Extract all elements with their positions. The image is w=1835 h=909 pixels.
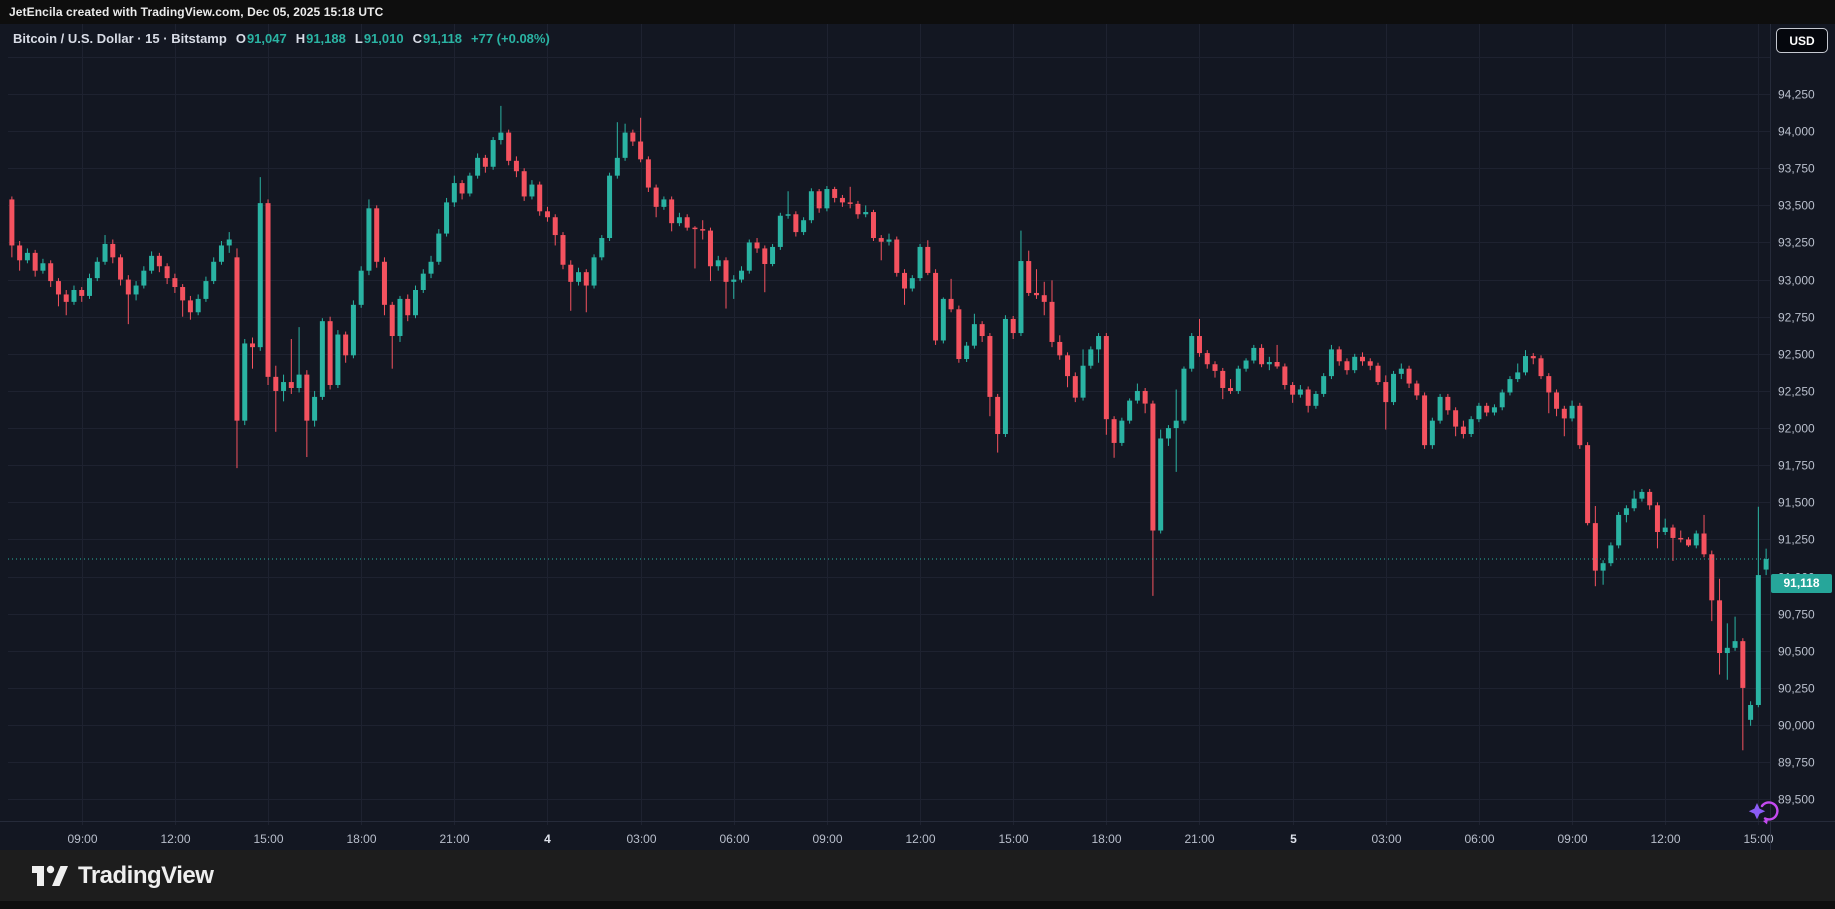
- open-value: 91,047: [246, 31, 287, 46]
- price-tick-label: 90,500: [1778, 645, 1815, 659]
- low-value: 91,010: [363, 31, 404, 46]
- price-tick-label: 89,500: [1778, 793, 1815, 807]
- time-tick-label: 12:00: [905, 832, 935, 846]
- price-tick-label: 94,000: [1778, 125, 1815, 139]
- price-tick-label: 93,250: [1778, 236, 1815, 250]
- price-tick-label: 93,000: [1778, 274, 1815, 288]
- currency-toggle-button[interactable]: USD: [1776, 28, 1828, 53]
- close-label: C: [412, 31, 422, 46]
- grid: [8, 24, 1770, 825]
- time-tick-label: 15:00: [253, 832, 283, 846]
- last-price-tag: 91,118: [1771, 573, 1832, 593]
- tradingview-logo-icon: [32, 865, 68, 886]
- time-tick-label: 03:00: [626, 832, 656, 846]
- price-tick-label: 91,250: [1778, 533, 1815, 547]
- time-tick-label: 12:00: [160, 832, 190, 846]
- price-tick-label: 93,500: [1778, 199, 1815, 213]
- low-label: L: [354, 31, 363, 46]
- time-tick-label: 21:00: [439, 832, 469, 846]
- close-value: 91,118: [422, 31, 463, 46]
- price-tick-label: 91,500: [1778, 496, 1815, 510]
- time-tick-label: 15:00: [1743, 832, 1773, 846]
- time-tick-label: 18:00: [1091, 832, 1121, 846]
- time-axis[interactable]: 09:00 12:00 15:00 18:00 21:00 4 03:00 06:00 09:0…: [67, 832, 1773, 846]
- attribution-bar: JetEncila created with TradingView.com, …: [0, 0, 1835, 24]
- price-tick-label: 91,750: [1778, 459, 1815, 473]
- change-value: +77 (+0.08%): [471, 31, 550, 46]
- attribution-text: JetEncila created with TradingView.com, …: [9, 5, 384, 19]
- price-tick-label: 90,000: [1778, 719, 1815, 733]
- footer-bottom-strip: [0, 901, 1835, 909]
- price-tick-label: 92,500: [1778, 348, 1815, 362]
- magic-cursor-icon: [1748, 801, 1779, 825]
- candlestick-chart[interactable]: 94,250 94,000 93,750 93,500 93,250 93,000 92,7…: [0, 24, 1835, 850]
- time-tick-label: 18:00: [346, 832, 376, 846]
- time-tick-label: 09:00: [67, 832, 97, 846]
- time-tick-label: 21:00: [1184, 832, 1214, 846]
- time-tick-label: 03:00: [1371, 832, 1401, 846]
- price-tick-label: 93,750: [1778, 162, 1815, 176]
- price-tick-label: 92,750: [1778, 311, 1815, 325]
- time-tick-label: 5: [1290, 832, 1297, 846]
- time-tick-label: 15:00: [998, 832, 1028, 846]
- price-tick-label: 90,250: [1778, 682, 1815, 696]
- open-label: O: [235, 31, 246, 46]
- time-tick-label: 4: [544, 832, 551, 846]
- tradingview-logo[interactable]: TradingView: [30, 861, 214, 891]
- price-axis[interactable]: 94,250 94,000 93,750 93,500 93,250 93,000 92,7…: [1778, 88, 1815, 807]
- price-tick-label: 94,250: [1778, 88, 1815, 102]
- high-value: 91,188: [306, 31, 346, 46]
- tradingview-wordmark: TradingView: [78, 861, 214, 889]
- price-tick-label: 92,000: [1778, 422, 1815, 436]
- ohlc-close: C 91,118: [413, 31, 462, 46]
- chart-background: [0, 24, 1835, 850]
- price-tick-label: 90,750: [1778, 608, 1815, 622]
- chart-region: 94,250 94,000 93,750 93,500 93,250 93,000 92,7…: [0, 24, 1835, 850]
- high-label: H: [295, 31, 306, 46]
- time-tick-label: 09:00: [1557, 832, 1587, 846]
- footer: TradingView: [0, 850, 1835, 909]
- ohlc-high: H 91,188: [296, 31, 346, 46]
- ohlc-open: O 91,047: [236, 31, 287, 46]
- ohlc-low: L 91,010: [355, 31, 404, 46]
- time-tick-label: 06:00: [1464, 832, 1494, 846]
- time-tick-label: 12:00: [1650, 832, 1680, 846]
- price-tick-label: 89,750: [1778, 756, 1815, 770]
- price-tick-label: 92,250: [1778, 385, 1815, 399]
- candles: [9, 105, 1769, 751]
- time-tick-label: 09:00: [812, 832, 842, 846]
- symbol-title[interactable]: Bitcoin / U.S. Dollar · 15 · Bitstamp: [13, 31, 227, 46]
- time-tick-label: 06:00: [719, 832, 749, 846]
